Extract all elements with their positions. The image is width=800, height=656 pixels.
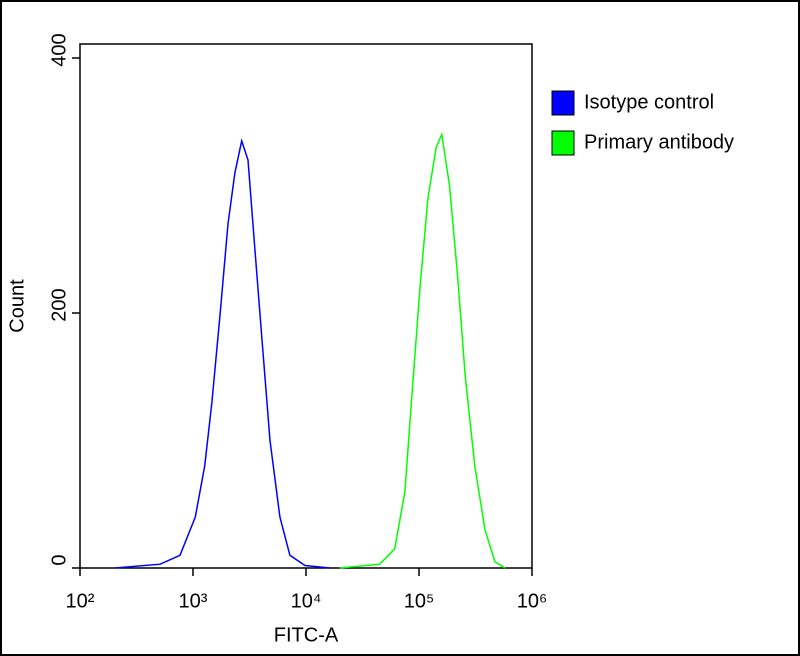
y-tick-label: 200 (48, 288, 70, 321)
legend-label: Primary antibody (584, 131, 734, 153)
x-tick-label: 10⁵ (404, 590, 435, 612)
y-axis-label: Count (6, 279, 28, 333)
x-axis-label: FITC-A (274, 624, 339, 646)
legend-swatch (551, 130, 575, 156)
x-tick-label: 10² (66, 590, 95, 612)
histogram-line (114, 138, 331, 569)
x-tick-label: 10⁴ (291, 590, 322, 612)
y-tick-label: 400 (48, 33, 70, 66)
histogram-line (339, 131, 506, 569)
x-tick-label: 10³ (179, 590, 208, 612)
legend-swatch (551, 90, 575, 116)
y-tick-label: 0 (48, 554, 70, 565)
x-tick-label: 10⁶ (517, 590, 547, 612)
legend-label: Isotype control (584, 91, 714, 113)
